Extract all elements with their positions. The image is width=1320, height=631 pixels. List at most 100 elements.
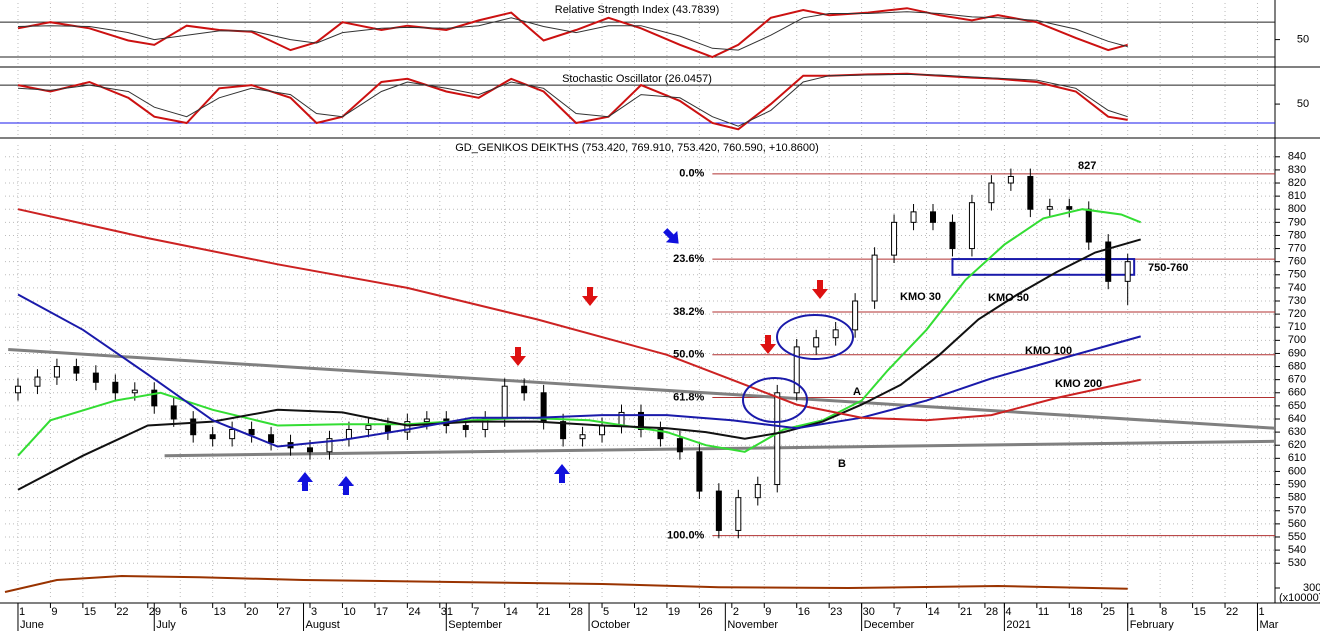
candle-body	[1124, 261, 1131, 282]
fib-label: 61.8%	[673, 391, 704, 403]
x-tick-label: 9	[765, 606, 771, 618]
candle-body	[307, 447, 314, 453]
y-tick-label: 670	[1288, 374, 1306, 386]
candle-body	[793, 346, 800, 394]
candle-body	[1046, 206, 1053, 210]
annotation: A	[853, 386, 861, 398]
candle-body	[229, 428, 236, 440]
series-label: KMO 50	[988, 292, 1029, 304]
x-tick-label: 23	[830, 606, 842, 618]
y-tick-label: 540	[1288, 544, 1306, 556]
panel-title: Relative Strength Index (43.7839)	[555, 4, 720, 16]
y-tick-label: 760	[1288, 256, 1306, 268]
highlight-ellipse	[776, 314, 854, 360]
candle-body	[968, 202, 975, 250]
band-label: 750-760	[1148, 262, 1188, 274]
candle-body	[1085, 208, 1092, 243]
candle-body	[14, 385, 21, 394]
y-tick-label: 830	[1288, 164, 1306, 176]
x-tick-label: 31	[441, 606, 453, 618]
indicator-line	[17, 72, 1128, 131]
y-tick-label: 740	[1288, 282, 1306, 294]
x-tick-label: 27	[279, 606, 291, 618]
candle-body	[34, 376, 41, 387]
candle-body	[813, 337, 820, 348]
month-label: December	[864, 619, 915, 631]
fib-label: 38.2%	[673, 306, 704, 318]
x-tick-label: 12	[635, 606, 647, 618]
x-tick-label: 29	[149, 606, 161, 618]
series-label: KMO 100	[1025, 345, 1072, 357]
y-tick-label: 560	[1288, 518, 1306, 530]
y-tick-label: 600	[1288, 465, 1306, 477]
y-tick-label: 770	[1288, 242, 1306, 254]
y-tick-label: 630	[1288, 426, 1306, 438]
y-tick-label: 580	[1288, 492, 1306, 504]
candle-body	[190, 418, 197, 436]
month-label: July	[156, 619, 176, 631]
y-tick-label: 700	[1288, 334, 1306, 346]
moving-average	[17, 238, 1141, 491]
candle-body	[384, 425, 391, 433]
x-tick-label: 21	[960, 606, 972, 618]
candle-body	[715, 490, 722, 531]
sell-arrow	[812, 280, 828, 299]
candle-body	[326, 438, 333, 453]
x-tick-label: 24	[408, 606, 420, 618]
volume-line	[4, 574, 1128, 593]
moving-average	[17, 208, 1141, 422]
moving-average	[17, 208, 1142, 457]
x-tick-label: 13	[214, 606, 226, 618]
x-tick-label: 18	[1070, 606, 1082, 618]
panel-title: Stochastic Oscillator (26.0457)	[562, 73, 712, 85]
x-tick-label: 9	[51, 606, 57, 618]
candle-body	[92, 372, 99, 383]
y-tick-label: 690	[1288, 347, 1306, 359]
candle-body	[735, 497, 742, 531]
x-tick-label: 10	[343, 606, 355, 618]
support-band	[951, 258, 1136, 276]
month-label: June	[20, 619, 44, 631]
y-tick-label: 620	[1288, 439, 1306, 451]
candle-body	[151, 389, 158, 407]
candle-body	[131, 389, 138, 394]
x-tick-label: 11	[1038, 606, 1049, 618]
fib-label: 0.0%	[679, 168, 704, 180]
month-label: November	[727, 619, 778, 631]
y-tick-label: 530	[1288, 557, 1306, 569]
x-tick-label: 26	[700, 606, 712, 618]
annotation: 827	[1078, 160, 1096, 172]
candle-body	[988, 182, 995, 204]
volume-unit-label: (x10000)	[1279, 592, 1320, 604]
candle-body	[871, 254, 878, 302]
month-label: October	[591, 619, 630, 631]
candle-body	[774, 392, 781, 486]
candle-body	[53, 366, 60, 378]
annotation: B	[838, 458, 846, 470]
x-tick-label: 15	[84, 606, 96, 618]
candle-body	[248, 428, 255, 436]
month-label: September	[448, 619, 502, 631]
month-label: Mar	[1259, 619, 1278, 631]
candle-body	[637, 411, 644, 430]
x-tick-label: 17	[376, 606, 388, 618]
y-tick-label: 640	[1288, 413, 1306, 425]
y-tick-label: 610	[1288, 452, 1306, 464]
candle-body	[754, 484, 761, 499]
x-tick-label: 1	[19, 606, 25, 618]
x-tick-label: 28	[571, 606, 583, 618]
candle-body	[1066, 206, 1073, 210]
candle-body	[462, 425, 469, 430]
y-tick-label: 50	[1297, 34, 1309, 46]
y-tick-label: 50	[1297, 98, 1309, 110]
trendline	[8, 348, 1276, 430]
candle-body	[599, 425, 606, 436]
y-tick-label: 730	[1288, 295, 1306, 307]
candle-body	[404, 421, 411, 433]
y-tick-label: 570	[1288, 505, 1306, 517]
highlight-ellipse	[742, 377, 808, 423]
fib-label: 50.0%	[673, 349, 704, 361]
x-tick-label: 7	[895, 606, 901, 618]
y-tick-label: 550	[1288, 531, 1306, 543]
candle-body	[696, 451, 703, 492]
